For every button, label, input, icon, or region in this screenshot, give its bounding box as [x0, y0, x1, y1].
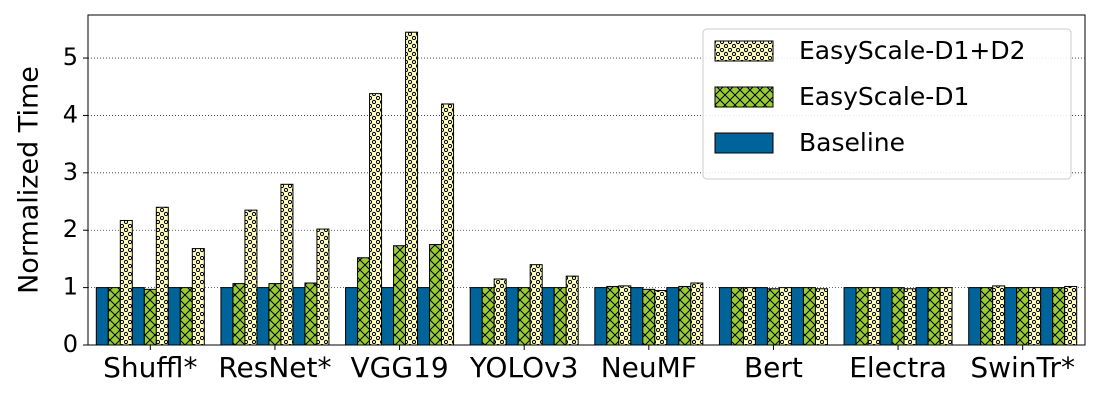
x-tick-label: NeuMF: [601, 351, 697, 384]
bar: [191, 248, 205, 346]
bar: [630, 287, 644, 346]
bar: [1004, 287, 1018, 346]
bar: [1040, 287, 1054, 346]
y-tick-label: 4: [63, 100, 78, 128]
x-tick-label: ResNet*: [218, 351, 331, 384]
bar: [814, 288, 828, 346]
bar: [927, 287, 941, 346]
bar: [357, 257, 371, 346]
bar: [232, 283, 246, 346]
legend-box: [702, 28, 1072, 180]
bar: [256, 287, 270, 346]
bar: [730, 287, 744, 346]
bar: [867, 287, 881, 346]
bar: [441, 103, 455, 346]
bar: [1028, 287, 1042, 346]
bar: [778, 287, 792, 346]
bar: [369, 93, 383, 346]
bar: [766, 288, 780, 346]
bar: [505, 287, 519, 346]
bar: [405, 31, 419, 346]
x-tick-label: YOLOv3: [469, 351, 579, 384]
bar: [143, 288, 157, 346]
bar: [718, 287, 732, 346]
bar: [345, 287, 359, 346]
bar: [654, 289, 668, 346]
legend-swatch-hatch: [715, 41, 773, 61]
bar: [429, 244, 443, 346]
bar: [1052, 287, 1066, 346]
bar: [1064, 285, 1078, 346]
bar: [469, 287, 483, 346]
x-tick-label: Shuffl*: [103, 351, 197, 384]
bar: [155, 206, 169, 346]
bar: [119, 219, 133, 346]
bar: [529, 264, 543, 346]
bar: [417, 287, 431, 346]
bar: [891, 287, 905, 346]
bar: [855, 287, 869, 346]
x-tick-label: VGG19: [350, 351, 448, 384]
bar: [980, 287, 994, 346]
bar: [666, 287, 680, 346]
bar: [107, 287, 121, 346]
plot-frame: [87, 14, 1086, 346]
bar: [903, 288, 917, 346]
bar: [939, 287, 953, 346]
bar: [493, 278, 507, 346]
bar: [678, 285, 692, 346]
bar: [517, 287, 531, 346]
bar: [992, 285, 1006, 346]
bar: [742, 287, 756, 346]
y-tick-label: 1: [63, 273, 78, 301]
bar: [393, 245, 407, 346]
y-axis-label: Normalized Time: [14, 66, 45, 294]
bar: [565, 275, 579, 346]
bar: [915, 287, 929, 346]
bar: [304, 282, 318, 346]
x-tick-label: Bert: [744, 351, 803, 384]
legend-label: EasyScale-D1: [799, 82, 969, 111]
bar: [553, 287, 567, 346]
bar: [879, 287, 893, 346]
legend-label: Baseline: [799, 128, 905, 157]
bar: [481, 287, 495, 346]
bar: [131, 287, 145, 346]
bar: [95, 287, 109, 346]
legend-swatch: [714, 132, 774, 154]
bar: [754, 287, 768, 346]
bar: [802, 287, 816, 346]
bar: [280, 183, 294, 346]
y-tick-label: 5: [63, 43, 78, 71]
y-tick-label: 2: [63, 215, 78, 243]
bar: [968, 287, 982, 346]
bar: [642, 288, 656, 346]
bar: [179, 287, 193, 346]
legend-label: EasyScale-D1+D2: [799, 36, 1025, 65]
y-tick-label: 3: [63, 158, 78, 186]
bar: [220, 287, 234, 346]
bar: [316, 228, 330, 346]
bar: [381, 287, 395, 346]
legend-swatch-hatch: [715, 87, 773, 107]
bar: [594, 287, 608, 346]
bar: [843, 287, 857, 346]
bar: [690, 282, 704, 346]
bar: [1016, 287, 1030, 346]
bar: [167, 287, 181, 346]
bar: [244, 209, 258, 346]
bar: [268, 283, 282, 346]
x-tick-label: SwinTr*: [970, 351, 1075, 384]
bar: [618, 285, 632, 346]
bar: [790, 287, 804, 346]
x-tick-label: Electra: [849, 351, 947, 384]
bar: [606, 285, 620, 346]
bar: [292, 287, 306, 346]
y-tick-label: 0: [63, 330, 78, 358]
bar: [541, 287, 555, 346]
